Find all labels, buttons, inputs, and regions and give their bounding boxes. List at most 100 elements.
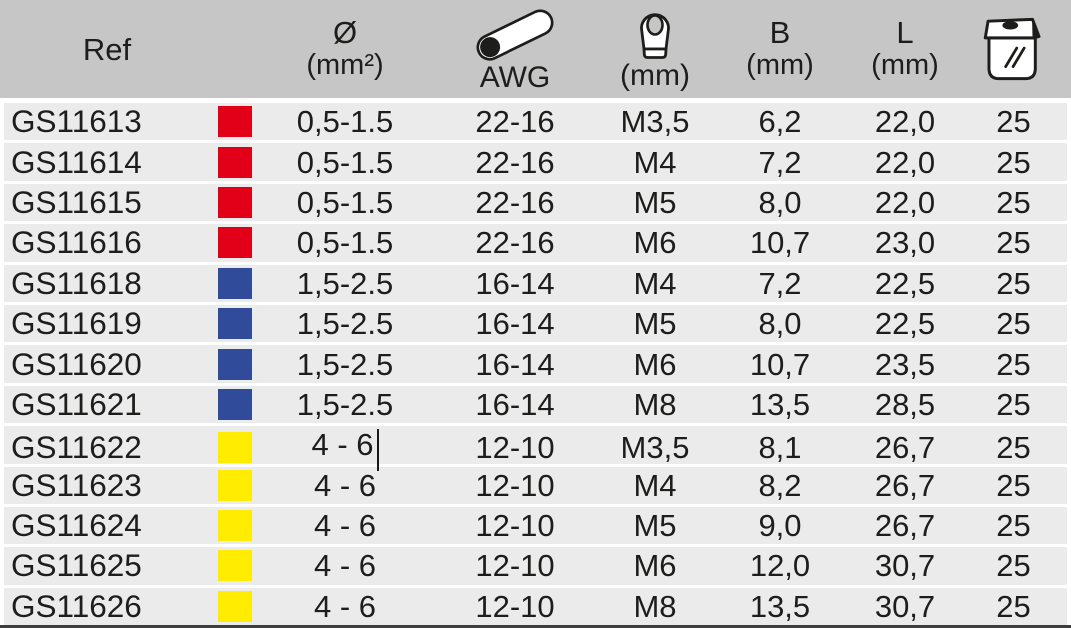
thread-cell: M6 xyxy=(633,225,677,261)
color-swatch-cell xyxy=(210,308,260,340)
qty-cell: 25 xyxy=(996,548,1031,584)
ref-cell: GS11615 xyxy=(11,183,142,220)
diameter-value: 0,5-1.5 xyxy=(296,104,394,140)
thread-cell: M6 xyxy=(633,346,677,382)
b-cell: 13,5 xyxy=(749,588,811,624)
table-row: GS11613 0,5-1.5 22-16 M3,5 6,2 22,0 25 xyxy=(4,103,1067,141)
diameter-cell: 1,5-2.5 xyxy=(260,305,430,342)
color-swatch xyxy=(218,348,252,380)
diameter-unit: (mm²) xyxy=(306,49,384,81)
l-cell: 22,0 xyxy=(874,184,936,220)
qty-cell: 25 xyxy=(996,184,1031,220)
awg-cell: 16-14 xyxy=(475,306,555,342)
ref-cell: GS11624 xyxy=(11,507,142,544)
color-swatch-cell xyxy=(210,227,260,259)
b-cell: 6,2 xyxy=(758,104,802,140)
awg-cell: 22-16 xyxy=(475,184,555,220)
ref-cell: GS11622 xyxy=(11,428,142,465)
awg-cell: 12-10 xyxy=(475,467,555,503)
awg-cell: 16-14 xyxy=(475,346,555,382)
diameter-cell: 1,5-2.5 xyxy=(260,386,430,423)
ref-cell: GS11613 xyxy=(11,103,142,140)
l-label: L xyxy=(896,15,914,50)
table-row: GS11620 1,5-2.5 16-14 M6 10,7 23,5 25 xyxy=(4,345,1067,383)
diameter-value: 4 - 6 xyxy=(313,508,377,544)
thread-cell: M4 xyxy=(633,467,677,503)
b-cell: 9,0 xyxy=(758,508,802,544)
color-swatch-cell xyxy=(210,348,260,380)
diameter-cell: 4 - 6 xyxy=(260,507,430,544)
awg-cell: 22-16 xyxy=(475,104,555,140)
color-swatch xyxy=(218,469,252,501)
awg-cell: 12-10 xyxy=(475,588,555,624)
color-swatch xyxy=(218,308,252,340)
ref-cell: GS11623 xyxy=(11,466,142,503)
b-cell: 7,2 xyxy=(758,144,802,180)
wire-cross-section-icon xyxy=(476,9,554,61)
b-cell: 8,0 xyxy=(758,306,802,342)
table-row: GS11621 1,5-2.5 16-14 M8 13,5 28,5 25 xyxy=(4,385,1067,424)
l-cell: 26,7 xyxy=(874,429,936,465)
diameter-cell: 4 - 6 xyxy=(260,547,430,584)
ref-cell: GS11620 xyxy=(11,345,142,382)
ref-cell: GS11619 xyxy=(11,305,142,342)
thread-cell: M5 xyxy=(633,184,677,220)
diameter-cell: 0,5-1.5 xyxy=(260,184,430,221)
bottom-rule xyxy=(0,625,1071,628)
color-swatch-cell xyxy=(210,550,260,582)
diameter-value: 0,5-1.5 xyxy=(296,144,394,180)
diameter-cell: 4 - 6 xyxy=(260,467,430,504)
table-row: GS11624 4 - 6 12-10 M5 9,0 26,7 25 xyxy=(4,506,1067,545)
thread-cell: M8 xyxy=(633,386,677,422)
diameter-cell: 1,5-2.5 xyxy=(260,346,430,383)
header-awg: AWG xyxy=(430,5,600,93)
thread-cell: M8 xyxy=(633,588,677,624)
color-swatch xyxy=(218,227,252,259)
qty-cell: 25 xyxy=(996,386,1031,422)
table-row: GS11625 4 - 6 12-10 M6 12,0 30,7 25 xyxy=(4,547,1067,585)
awg-label: AWG xyxy=(479,61,551,94)
color-swatch xyxy=(218,106,252,138)
b-cell: 10,7 xyxy=(749,225,811,261)
qty-cell: 25 xyxy=(996,306,1031,342)
table-row: GS11623 4 - 6 12-10 M4 8,2 26,7 25 xyxy=(4,466,1067,504)
b-cell: 12,0 xyxy=(749,548,811,584)
b-unit: (mm) xyxy=(746,49,814,81)
l-cell: 26,7 xyxy=(874,467,936,503)
b-cell: 7,2 xyxy=(758,265,802,301)
color-swatch-cell xyxy=(210,186,260,218)
color-swatch-cell xyxy=(210,431,260,463)
l-cell: 30,7 xyxy=(874,588,936,624)
diameter-value: 4 - 6 xyxy=(313,548,377,584)
l-unit: (mm) xyxy=(871,49,939,81)
header-b: B (mm) xyxy=(710,17,850,82)
l-cell: 23,0 xyxy=(874,225,936,261)
b-cell: 10,7 xyxy=(749,346,811,382)
thread-cell: M6 xyxy=(633,548,677,584)
diameter-value: 0,5-1.5 xyxy=(296,225,394,261)
qty-cell: 25 xyxy=(996,265,1031,301)
table-row: GS11614 0,5-1.5 22-16 M4 7,2 22,0 25 xyxy=(4,143,1067,181)
qty-cell: 25 xyxy=(996,346,1031,382)
thread-cell: M4 xyxy=(633,144,677,180)
qty-cell: 25 xyxy=(996,429,1031,465)
diameter-value: 1,5-2.5 xyxy=(296,306,394,342)
color-swatch-cell xyxy=(210,469,260,501)
awg-cell: 16-14 xyxy=(475,386,555,422)
ref-cell: GS11626 xyxy=(11,587,142,624)
awg-cell: 12-10 xyxy=(475,548,555,584)
thread-cell: M3,5 xyxy=(620,429,690,465)
diameter-cell[interactable]: 4 - 6 xyxy=(260,426,430,472)
diameter-cell: 1,5-2.5 xyxy=(260,265,430,302)
diameter-symbol: Ø xyxy=(332,15,358,50)
text-cursor[interactable] xyxy=(376,429,379,472)
awg-cell: 12-10 xyxy=(475,429,555,465)
ring-terminal-icon xyxy=(640,13,670,59)
header-diameter: Ø (mm²) xyxy=(260,15,430,82)
diameter-value: 4 - 6 xyxy=(313,588,377,624)
ref-cell: GS11616 xyxy=(11,224,142,261)
diameter-cell: 4 - 6 xyxy=(260,588,430,625)
header-qty xyxy=(960,11,1067,87)
l-cell: 22,0 xyxy=(874,104,936,140)
l-cell: 22,5 xyxy=(874,306,936,342)
